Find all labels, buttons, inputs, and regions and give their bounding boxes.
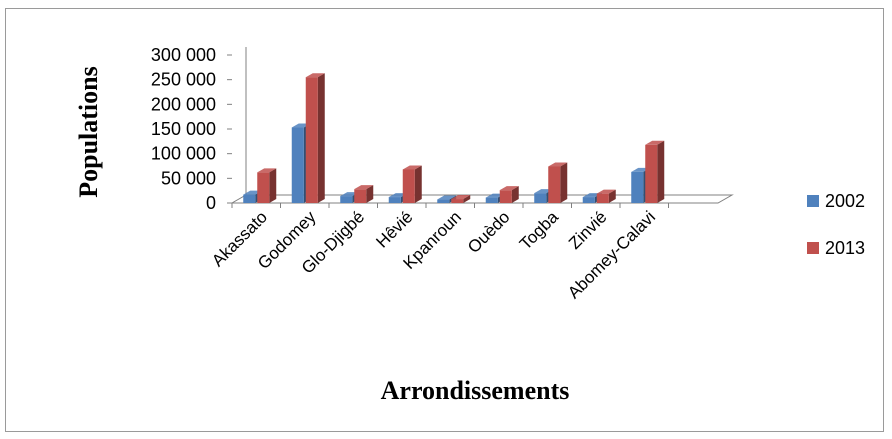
bar-top (305, 73, 325, 78)
bar-side (608, 189, 616, 203)
chart-area (5, 8, 884, 432)
x-tick-label: Abomey-Calavi (564, 207, 659, 302)
bar-front (388, 197, 401, 203)
bar-front (451, 199, 464, 203)
bar-top (437, 195, 457, 200)
bar-front (354, 189, 367, 203)
bar-side (463, 195, 471, 203)
y-axis-title: Populations (74, 66, 103, 198)
bars (243, 73, 665, 203)
bar-top (451, 195, 471, 200)
bar-front (437, 199, 450, 203)
y-tick-label: 300 000 (151, 45, 216, 65)
bar-front (534, 193, 547, 203)
legend-label-2002: 2002 (825, 191, 865, 211)
bar-top (402, 165, 422, 170)
bar-2013-Zinvié (596, 189, 616, 203)
bar-side (414, 165, 422, 203)
bar-front (291, 127, 304, 203)
bar-front (499, 190, 512, 203)
x-tick-label: Zinvié (565, 207, 611, 253)
bar-front (596, 193, 609, 203)
bar-2013-Godomey (305, 73, 325, 203)
bar-side (657, 140, 665, 203)
y-tick-label: 50 000 (161, 168, 216, 188)
y-tick-label: 250 000 (151, 70, 216, 90)
y-tick-label: 100 000 (151, 144, 216, 164)
bar-front (631, 171, 644, 203)
bar-2013-Hêvié (402, 165, 422, 203)
bar-top (596, 189, 616, 194)
bar-side (269, 168, 277, 203)
bar-front (582, 197, 595, 203)
bar-2013-Akassato (257, 168, 277, 203)
y-tick-label: 0 (206, 193, 216, 213)
bar-top (257, 168, 277, 173)
bar-2013-Kpanroun (451, 195, 471, 203)
bar-2013-Glo-Djigbé (354, 185, 374, 203)
bar-side (511, 186, 519, 203)
bar-2013-Abomey-Calavi (645, 140, 665, 203)
legend-swatch-2002 (807, 195, 819, 207)
bar-front (340, 196, 353, 203)
bar-front (548, 166, 561, 203)
y-tick-label: 150 000 (151, 119, 216, 139)
bar-front (243, 194, 256, 203)
bar-front (402, 169, 415, 203)
legend: 2002 2013 (807, 191, 865, 258)
bar-top (645, 140, 665, 145)
y-tick-label: 200 000 (151, 94, 216, 114)
legend-label-2013: 2013 (825, 238, 865, 258)
bar-side (366, 185, 374, 203)
bar-top (548, 162, 568, 167)
bar-top (354, 185, 374, 190)
bar-side (560, 162, 568, 203)
bar-top (499, 186, 519, 191)
x-tick-label: Ouèdo (464, 207, 514, 257)
x-tick-label: Togba (516, 207, 563, 254)
y-axis-ticks: 0 50 000 100 000 150 000 200 000 250 000 300 0… (151, 45, 232, 213)
bar-2013-Togba (548, 162, 568, 203)
legend-swatch-2013 (807, 242, 819, 254)
bar-side (317, 73, 325, 203)
bar-front (257, 172, 270, 203)
bar-2013-Ouèdo (499, 186, 519, 203)
bar-front (485, 197, 498, 203)
bar-front (645, 144, 658, 203)
bar-front (305, 77, 318, 203)
x-tick-label: Hêvié (372, 207, 416, 251)
x-axis-title: Arrondissements (381, 376, 570, 405)
